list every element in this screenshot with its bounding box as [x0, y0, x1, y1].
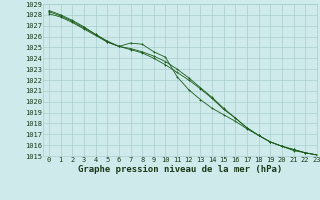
X-axis label: Graphe pression niveau de la mer (hPa): Graphe pression niveau de la mer (hPa): [78, 165, 282, 174]
